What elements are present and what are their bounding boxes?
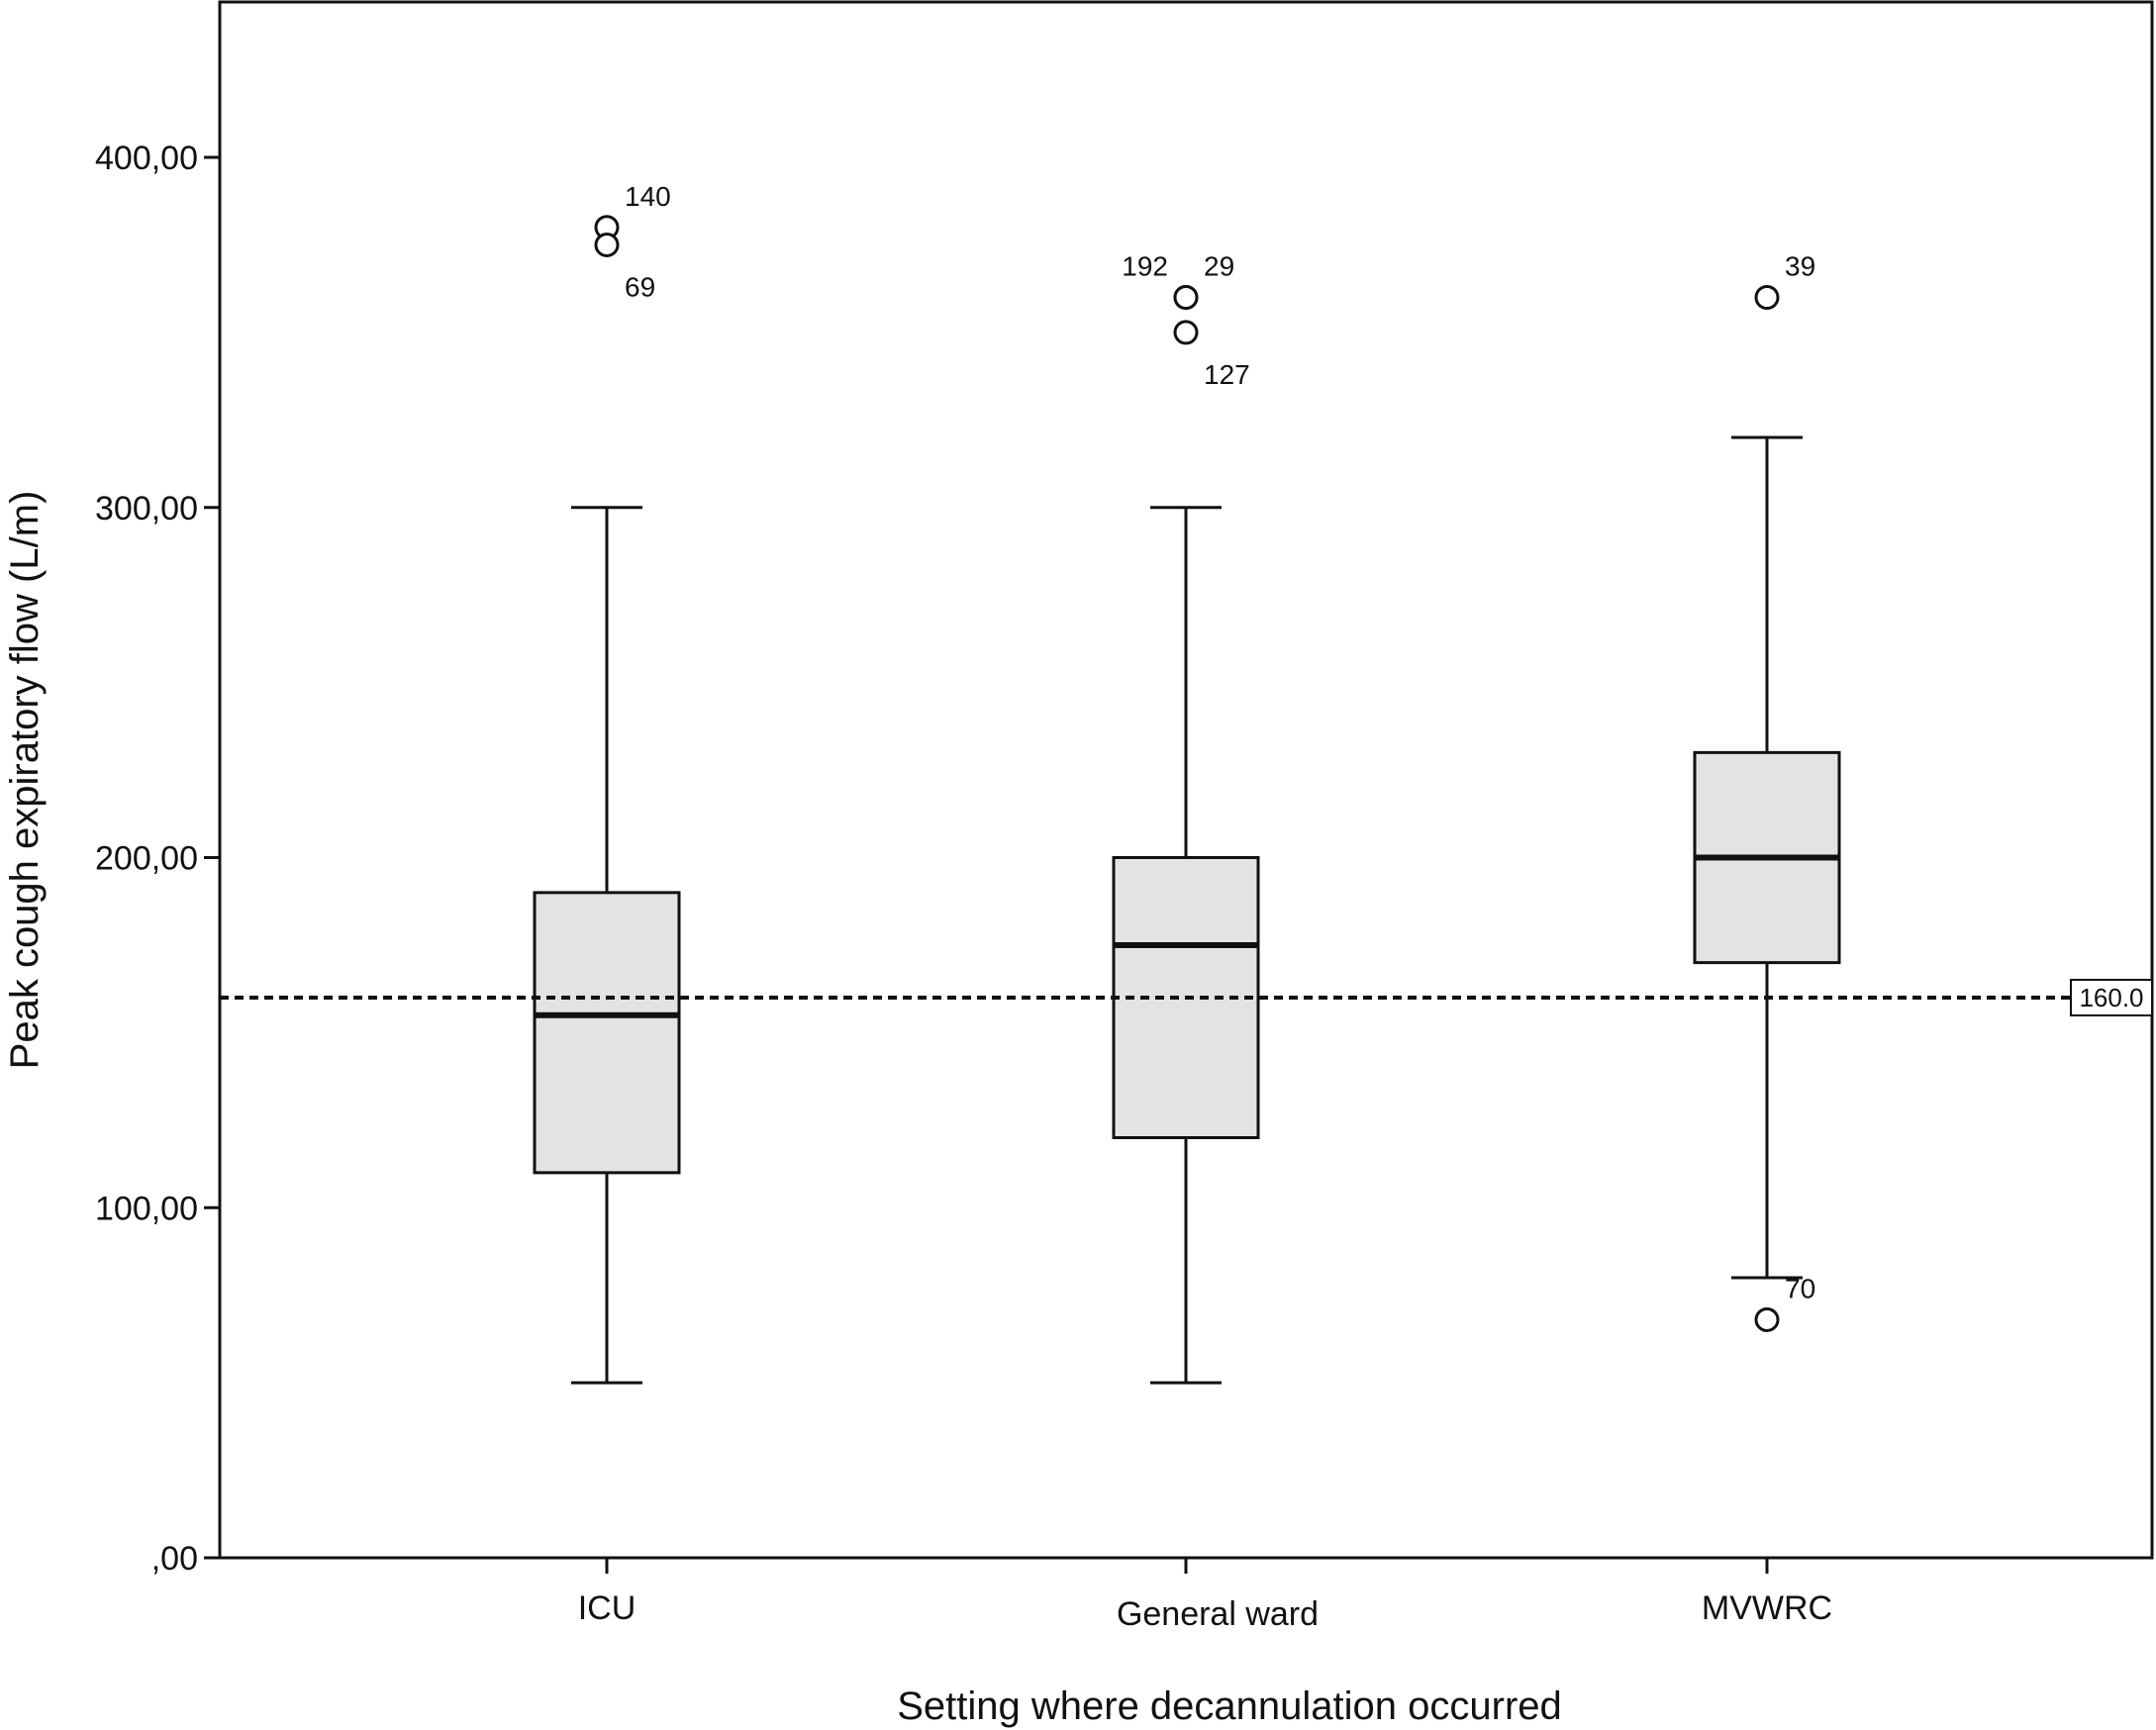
box-mvwrc: 39 70 (1693, 251, 1841, 1332)
x-tick-label: MVWRC (1702, 1589, 1832, 1627)
outlier-label: 29 (1204, 251, 1234, 282)
box-icu: 140 69 (533, 181, 681, 1385)
outlier-label: 127 (1204, 359, 1250, 390)
outlier-point (1173, 320, 1199, 345)
outlier-label: 39 (1785, 251, 1815, 282)
outlier-label: 70 (1785, 1273, 1815, 1303)
box-series: 140 69 192 29 127 39 70 (533, 181, 1841, 1385)
reference-line-group: 160.0 (220, 979, 2153, 1016)
y-tick-label: 300,00 (95, 490, 198, 528)
x-axis-title: Setting where decannulation occurred (897, 1684, 1562, 1728)
reference-label-box (2070, 979, 2153, 1016)
y-tick-label: ,00 (151, 1540, 198, 1578)
outlier-label: 69 (625, 271, 655, 302)
y-tick-label: 400,00 (95, 140, 198, 177)
x-axis: ICU General ward MVWRC (578, 1558, 1832, 1633)
y-axis: ,00 100,00 200,00 300,00 400,00 (95, 140, 220, 1578)
outlier-point (1754, 285, 1780, 310)
outlier-point (1754, 1306, 1780, 1332)
reference-label: 160.0 (2079, 983, 2143, 1012)
outlier-label: 140 (625, 181, 671, 212)
outlier-point (594, 232, 620, 257)
iqr-box (533, 891, 681, 1175)
y-tick-label: 200,00 (95, 840, 198, 878)
outlier-label: 192 (1122, 251, 1168, 282)
x-tick-label: ICU (578, 1589, 637, 1627)
outlier-point (1173, 285, 1199, 310)
y-axis-title: Peak cough expiratory flow (L/m) (3, 491, 47, 1070)
box-general-ward: 192 29 127 (1112, 251, 1260, 1385)
y-tick-label: 100,00 (95, 1190, 198, 1227)
x-tick-label: General ward (1117, 1595, 1319, 1633)
